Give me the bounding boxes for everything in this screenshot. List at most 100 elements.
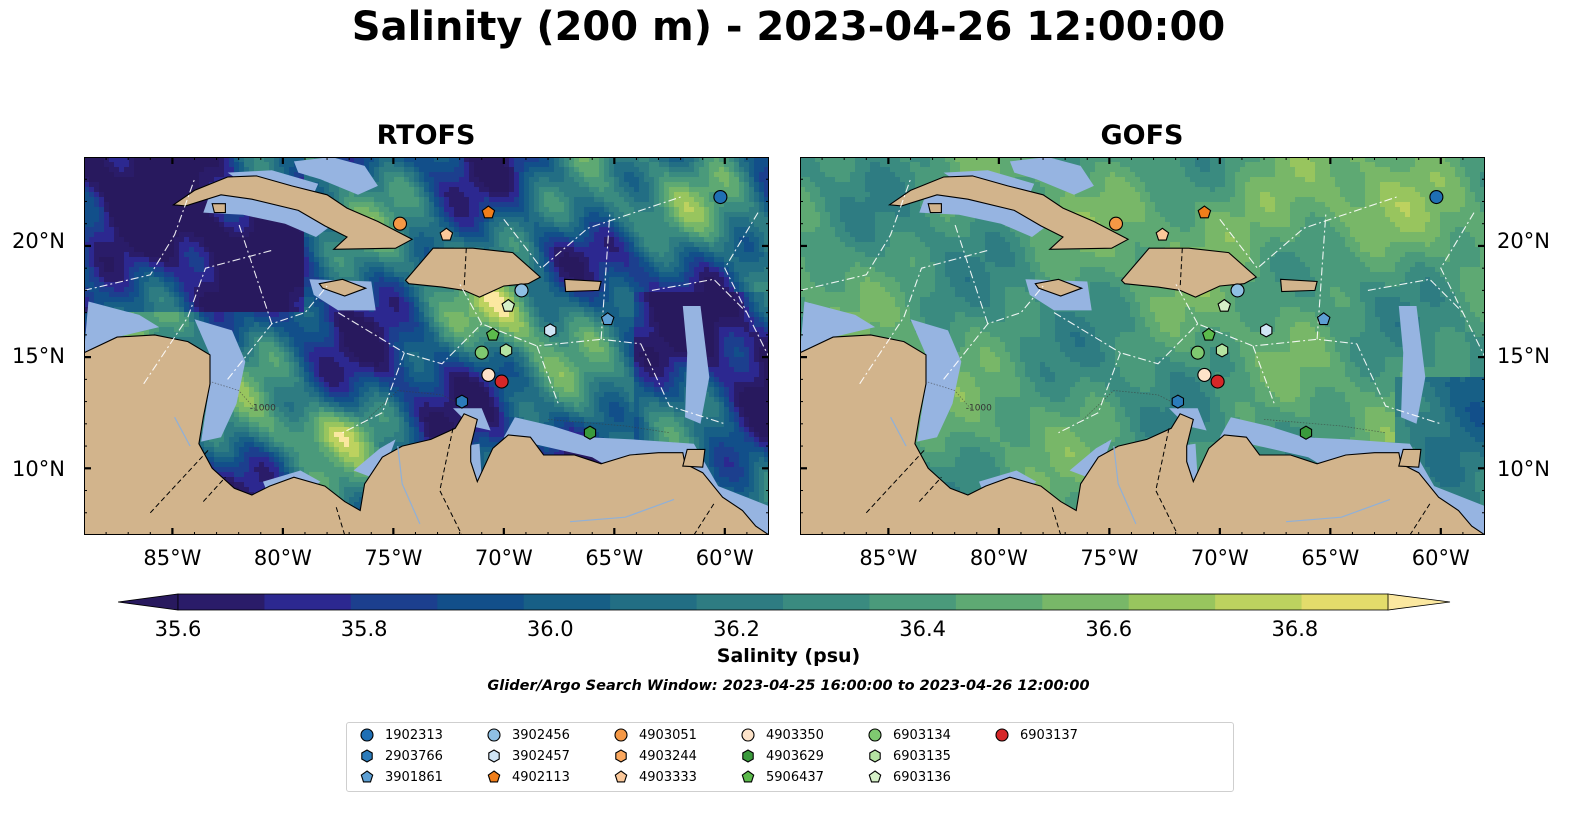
float-marker-6903135 <box>1215 343 1229 358</box>
land-pinos <box>211 203 226 214</box>
legend-label: 3902457 <box>512 749 570 764</box>
float-marker-6903134 <box>474 345 489 360</box>
legend-item: 4903629 <box>740 747 824 765</box>
colorbar-segment <box>610 594 698 610</box>
land-pr <box>563 278 602 293</box>
float-marker-4903350 <box>1197 367 1212 382</box>
land-isl <box>682 448 706 468</box>
circle-marker-icon <box>741 728 755 742</box>
pentagon-marker-icon <box>868 770 882 783</box>
graticule-ticks <box>800 157 1485 535</box>
land-centam <box>84 334 769 535</box>
legend-item: 1902313 <box>359 726 443 744</box>
float-marker-4903051 <box>1108 216 1124 231</box>
legend-label: 6903136 <box>893 770 951 785</box>
float-marker-2903766 <box>455 394 469 409</box>
legend-label: 1902313 <box>385 728 443 743</box>
figure-title: Salinity (200 m) - 2023-04-26 12:00:00 <box>0 4 1577 50</box>
float-marker-4903350 <box>481 367 496 382</box>
lat-label-right-15: 15°N <box>1497 344 1550 368</box>
shelf-honduras <box>800 301 876 353</box>
colorbar-segment <box>1215 594 1303 610</box>
lon-label-rtofs-65: 65°W <box>584 546 644 570</box>
legend-item: 4903333 <box>613 768 697 786</box>
lon-label-rtofs-85: 85°W <box>142 546 202 570</box>
country-borders <box>865 248 1431 535</box>
colorbar-tick-label: 36.4 <box>883 617 963 641</box>
legend-item: 6903134 <box>867 726 951 744</box>
colorbar-segment <box>437 594 525 610</box>
contour-label: -1000 <box>250 403 276 413</box>
lat-label-left-10: 10°N <box>12 457 65 481</box>
legend-item: 4903244 <box>613 747 697 765</box>
land <box>800 175 1485 535</box>
circle-marker-icon <box>614 728 628 742</box>
float-marker-6903136 <box>1217 298 1232 312</box>
shelf-honduras <box>84 301 160 353</box>
float-marker-3902457 <box>1260 323 1273 338</box>
legend-item: 3902457 <box>486 747 570 765</box>
contour-label: -1000 <box>966 403 992 413</box>
legend-item: 4903051 <box>613 726 697 744</box>
colorbar-frame <box>177 593 1389 611</box>
lon-label-rtofs-60: 60°W <box>695 546 755 570</box>
float-marker-5906437 <box>485 327 500 341</box>
hexagon-marker-icon <box>488 749 500 763</box>
legend-label: 4903629 <box>766 749 824 764</box>
circle-marker-icon <box>360 728 374 742</box>
legend-label: 6903137 <box>1020 728 1078 743</box>
shelf-colombia <box>1069 439 1112 478</box>
lon-label-rtofs-80: 80°W <box>253 546 313 570</box>
map-frame <box>84 157 769 535</box>
circle-marker-icon <box>868 728 882 742</box>
lon-label-gofs-70: 70°W <box>1190 546 1250 570</box>
legend-item: 6903135 <box>867 747 951 765</box>
colorbar-extend-low <box>118 593 179 611</box>
float-markers <box>1108 189 1444 440</box>
lat-label-right-10: 10°N <box>1497 457 1550 481</box>
float-marker-4903629 <box>583 425 597 440</box>
float-marker-6903137 <box>494 374 509 389</box>
shelf-bahamas <box>293 157 378 195</box>
lon-label-gofs-60: 60°W <box>1411 546 1471 570</box>
country-borders <box>149 248 715 535</box>
legend-item: 4902113 <box>486 768 570 786</box>
legend-item: 6903136 <box>867 768 951 786</box>
colorbar-segment <box>1042 594 1130 610</box>
bathymetry-contours <box>919 379 1386 434</box>
shelf-colombia <box>353 439 396 478</box>
colorbar-label: Salinity (psu) <box>0 645 1577 667</box>
lon-label-gofs-80: 80°W <box>969 546 1029 570</box>
rivers <box>174 416 675 525</box>
float-marker-6903137 <box>1210 374 1225 389</box>
lon-label-gofs-65: 65°W <box>1300 546 1360 570</box>
float-marker-4903051 <box>392 216 408 231</box>
shelf-lesser <box>682 306 710 424</box>
land-hisp <box>404 247 542 298</box>
map-gofs: -1000 <box>800 157 1485 535</box>
hexagon-marker-icon <box>361 749 373 763</box>
legend-label: 3901861 <box>385 770 443 785</box>
float-marker-3902457 <box>544 323 557 338</box>
legend-item: 5906437 <box>740 768 824 786</box>
colorbar-segment <box>696 594 784 610</box>
float-markers <box>392 189 728 440</box>
legend-label: 3902456 <box>512 728 570 743</box>
map-rtofs: -1000 <box>84 157 769 535</box>
lat-label-left-15: 15°N <box>12 344 65 368</box>
colorbar-segment <box>264 594 352 610</box>
graticule-ticks <box>84 157 769 535</box>
lon-label-rtofs-75: 75°W <box>363 546 423 570</box>
legend-item: 3902456 <box>486 726 570 744</box>
search-window-text: Glider/Argo Search Window: 2023-04-25 16… <box>0 678 1577 694</box>
float-marker-1902313 <box>713 189 728 205</box>
shelf-cubaS <box>919 193 1050 237</box>
shelf-mosquito <box>194 319 246 442</box>
colorbar-tick-label: 36.6 <box>1069 617 1149 641</box>
land-isl <box>1398 448 1422 468</box>
land-hisp <box>1120 247 1258 298</box>
float-marker-4903629 <box>1299 425 1313 440</box>
pentagon-marker-icon <box>614 770 628 783</box>
lat-label-left-20: 20°N <box>12 229 65 253</box>
rivers <box>890 416 1391 525</box>
